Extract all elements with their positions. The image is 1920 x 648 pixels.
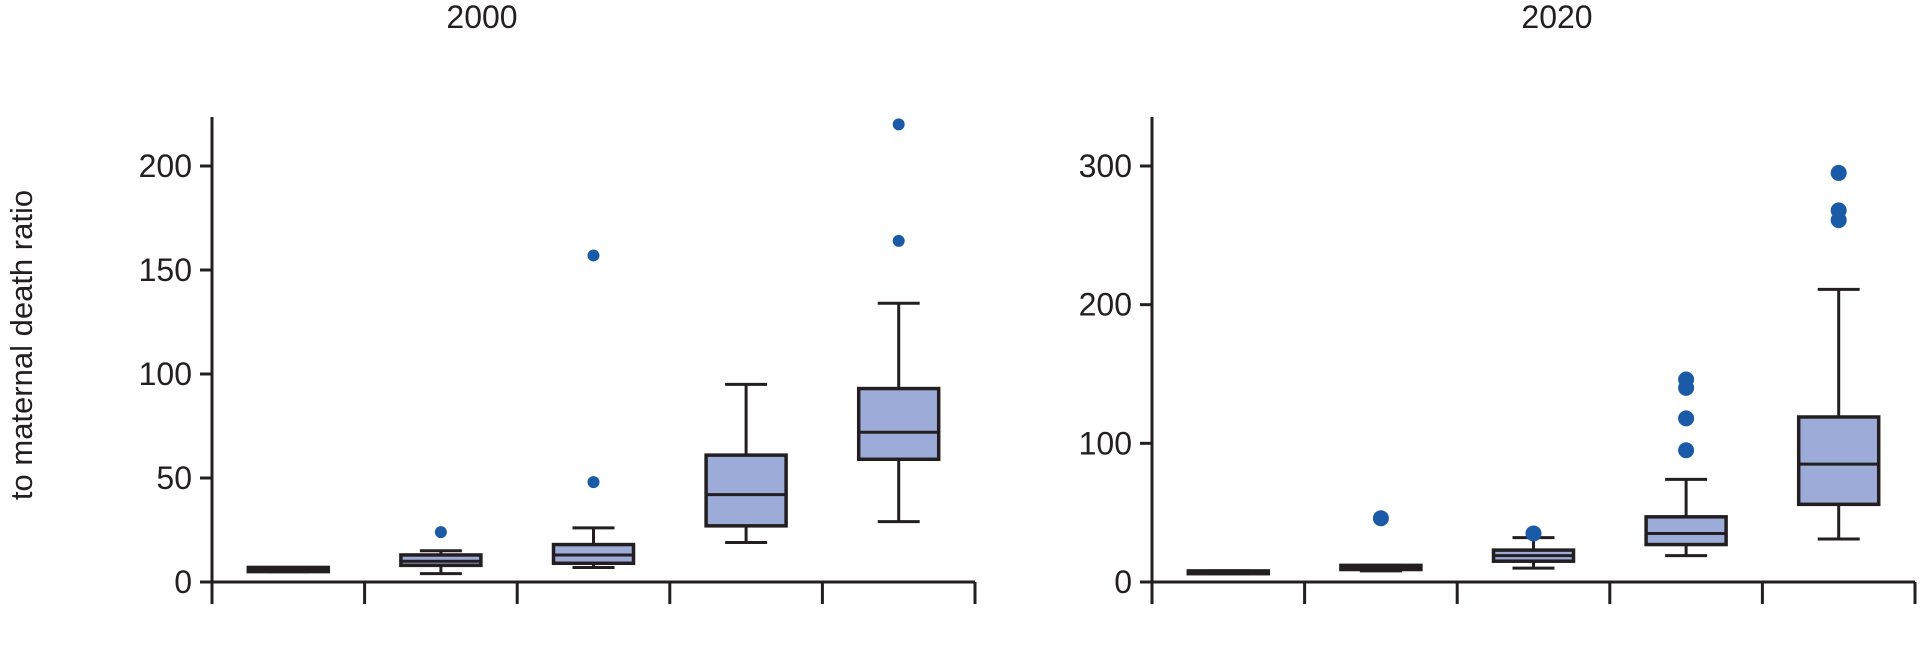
box-1: [1186, 569, 1271, 576]
box-3: [1491, 525, 1576, 570]
y-axis-label: to maternal death ratio: [4, 190, 39, 500]
outlier-point: [1372, 510, 1389, 527]
box-1: [246, 565, 331, 574]
y-tick-label: 300: [1079, 148, 1132, 184]
chart-panel-2000: 0 50 100 150 200: [139, 117, 977, 604]
box-4: [704, 382, 788, 544]
box-iqr: [1644, 515, 1728, 547]
outlier-point: [892, 234, 905, 247]
panel-title-2020: 2020: [1521, 0, 1592, 35]
outlier-point: [1678, 371, 1695, 388]
y-tick-label: 100: [139, 356, 192, 392]
outlier-point: [434, 526, 447, 539]
box-iqr: [856, 386, 941, 462]
y-tick-label: 100: [1079, 425, 1132, 461]
outlier-point: [1525, 525, 1542, 542]
y-tick-label: 0: [174, 564, 192, 600]
panel-title-2000: 2000: [446, 0, 517, 35]
y-tick-label: 150: [139, 252, 192, 288]
y-tick-label: 0: [1114, 564, 1132, 600]
y-tick-label: 200: [1079, 287, 1132, 323]
box-iqr: [704, 453, 788, 528]
y-tick-label: 200: [139, 148, 192, 184]
box-iqr: [1796, 415, 1881, 507]
box-5: [856, 118, 941, 524]
outlier-point: [587, 249, 600, 262]
outlier-point: [1678, 442, 1695, 459]
chart-panel-2020: 0 100 200 300: [1079, 117, 1917, 604]
outlier-point: [587, 476, 600, 489]
outlier-point: [1678, 410, 1695, 427]
box-3: [551, 249, 636, 569]
box-2: [1339, 510, 1423, 573]
outlier-point: [1830, 202, 1847, 219]
box-5: [1796, 164, 1881, 541]
outlier-point: [892, 118, 905, 131]
box-4: [1644, 371, 1728, 558]
y-tick-label: 50: [156, 460, 192, 496]
outlier-point: [1830, 164, 1847, 181]
box-2: [399, 526, 483, 576]
